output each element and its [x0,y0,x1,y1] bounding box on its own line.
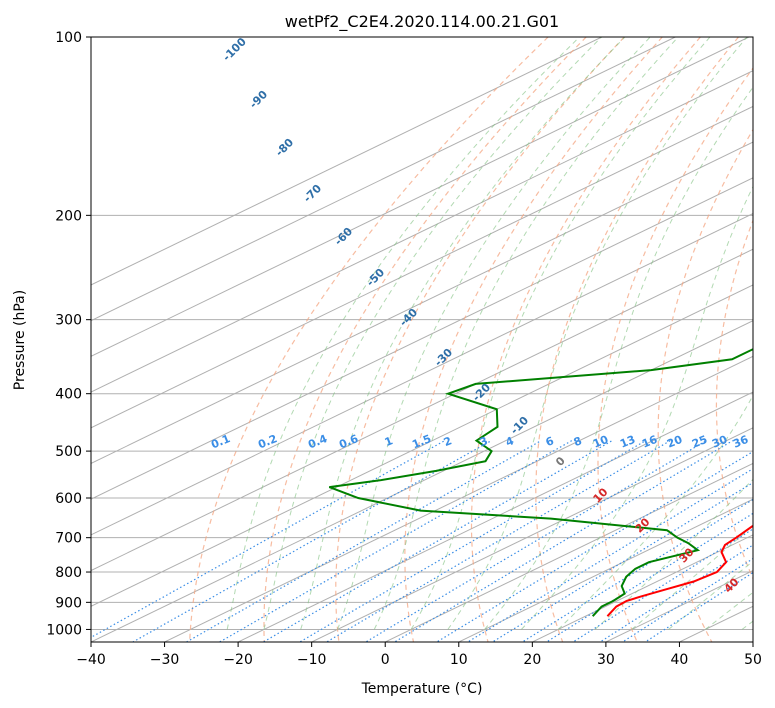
x-tick-label: 40 [671,652,689,668]
y-tick-label: 900 [55,595,82,611]
mixing-ratio-label: 13 [618,433,637,451]
x-tick-label: −30 [150,652,180,668]
mixing-ratio-line [131,440,492,642]
moist-adiabat-line [557,394,753,630]
x-tick-label: 50 [744,652,762,668]
isotherm-line [163,355,753,642]
x-tick-label: −20 [223,652,253,668]
x-tick-label: −40 [76,652,106,668]
y-tick-label: 200 [55,208,82,224]
isotherm-line [310,427,753,642]
isotherm-line [91,37,750,357]
mixing-ratio-label: 36 [731,433,750,451]
moist-adiabat-line [226,37,580,630]
moist-adiabat-line [300,37,626,630]
isotherm-line [91,37,676,322]
isotherm-line [91,248,753,572]
dry-adiabat-line [470,37,701,642]
moist-adiabat-line [484,86,753,630]
y-tick-label: 400 [55,387,82,403]
dewpoint-profile [328,348,753,617]
mixing-ratio-label: 2 [442,434,454,449]
mixing-ratio-label: 20 [665,433,684,451]
isotherm-line [91,320,753,642]
y-tick-label: 500 [55,444,82,460]
mixing-ratio-line [466,468,753,642]
y-tick-label: 600 [55,491,82,507]
y-tick-label: 800 [55,565,82,581]
mixing-ratio-line [435,450,753,642]
y-tick-label: 300 [55,313,82,329]
x-tick-label: 30 [597,652,615,668]
chart-title: wetPf2_C2E4.2020.114.00.21.G01 [285,12,559,32]
moist-adiabat-line [668,560,753,630]
x-tick-label: 10 [450,652,468,668]
mixing-ratio-line [393,440,734,642]
data-layer [328,348,753,617]
y-axis-title: Pressure (hPa) [12,290,28,390]
mixing-ratio-label: 10 [591,433,610,451]
y-tick-label: 1000 [46,622,82,638]
mixing-ratio-label: 1 [383,434,395,449]
moist-adiabat-line [373,37,679,630]
temperature-profile [606,524,753,617]
mixing-ratio-label: 16 [640,433,659,451]
y-tick-label: 700 [55,531,82,547]
isotherm-line [91,37,602,286]
dry-adiabat-line [335,37,625,642]
plot-frame [90,36,754,643]
isotherm-line [91,212,753,536]
mixing-ratio-label: 25 [690,433,709,451]
isotherm-line [91,70,753,393]
dry-adiabat-line [597,67,753,642]
isotherm-line [91,141,753,465]
x-axis-title: Temperature (°C) [361,681,483,697]
dry-adiabat-line [263,37,587,642]
dry-adiabat-line [535,37,739,642]
mixing-ratio-line [218,440,573,642]
isotherm-line [457,498,753,642]
mixing-ratio-label: 3 [478,434,490,449]
mixing-ratio-line [521,498,753,642]
isotherm-line [91,177,753,500]
moist-adiabat-line [410,37,711,630]
x-tick-label: 0 [381,652,390,668]
plot-area [91,37,753,642]
moist-adiabat-line [447,37,748,630]
moist-adiabat-line [337,37,651,630]
isotherm-line [384,462,753,642]
dry-adiabat-line [404,37,663,642]
mixing-ratio-label: 30 [710,433,729,451]
moist-adiabat-line [521,185,753,630]
mixing-ratio-line [298,440,647,642]
mixing-ratio-label: 8 [572,434,584,449]
isotherm-line [91,105,753,429]
y-tick-label: 100 [55,30,82,46]
x-tick-label: 20 [523,652,541,668]
grid-layer [91,37,753,642]
dry-adiabat-line [657,128,753,642]
mixing-ratio-line [491,481,753,642]
mixing-ratio-line [545,512,753,642]
tick-layer: −40 −30 −20 −10 0 10 20 30 40 50 100 200 300 400 500 60… [46,30,762,668]
moist-adiabat-line [631,524,753,630]
x-tick-label: −10 [297,652,327,668]
mixing-ratio-line [91,440,446,639]
isotherm-line [236,391,753,642]
isotherm-line [91,284,753,607]
isotherm-line [531,534,753,642]
